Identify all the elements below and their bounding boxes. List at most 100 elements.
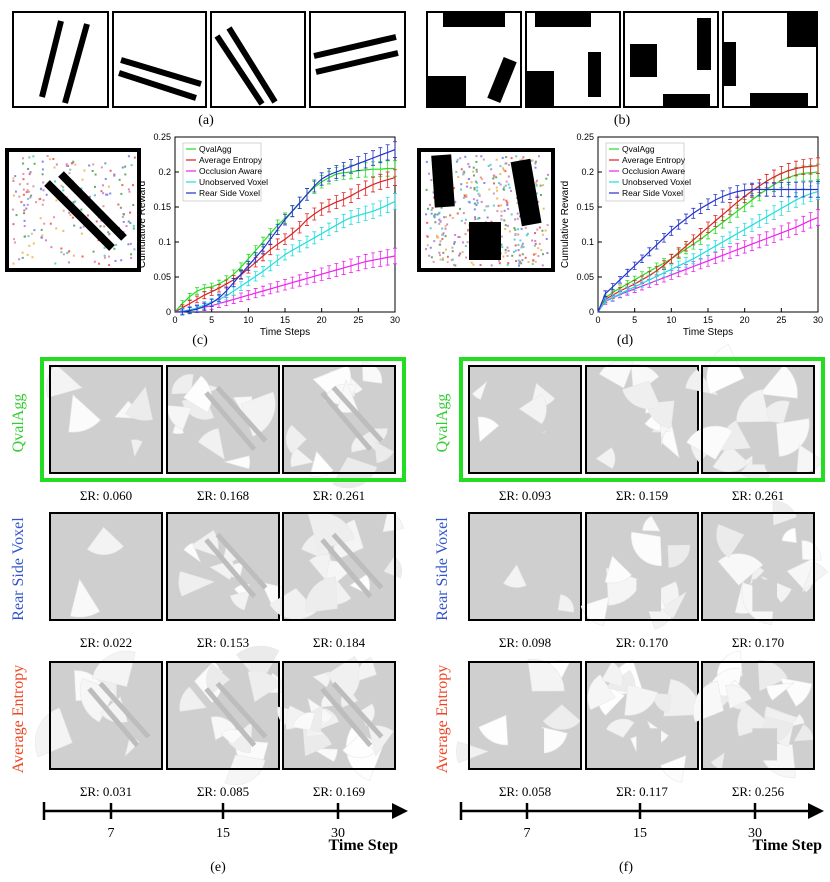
x-tick-label: 15 [703,315,713,325]
data-point-errorbar [786,181,791,198]
data-point-errorbar [209,287,214,296]
panel-f-observations: ΣR: 0.093 ΣR: 0.159 ΣR: 0.261 ΣR: 0.098 ΣR: … [456,343,828,799]
data-point-errorbar [371,176,375,193]
data-point-errorbar [356,156,361,171]
data-point-errorbar [268,233,273,245]
data-point-errorbar [698,228,703,240]
y-tick-label: 0.15 [576,202,594,212]
data-point-errorbar [275,238,280,250]
data-point-errorbar [757,182,762,197]
data-point-errorbar [246,290,251,301]
data-point-errorbar [187,293,192,301]
data-point-errorbar [728,187,732,200]
data-point-errorbar [684,240,688,252]
legend-entry: QvalAgg [199,144,232,154]
data-point-errorbar [371,252,375,268]
timeline-e-tick-30: 30 [331,826,345,841]
data-point-errorbar [385,196,390,213]
reward-label: ΣR: 0.022 [80,635,132,650]
data-point-errorbar [772,205,776,220]
data-point-errorbar [283,248,287,261]
y-tick-label: 0.2 [158,167,171,177]
data-point-errorbar [669,225,674,236]
method-label-rear-e: Rear Side Voxel [10,517,27,621]
data-point-errorbar [363,180,368,196]
y-tick-label: 0.1 [581,237,594,247]
panel-label-d: (d) [617,333,634,348]
data-point-errorbar [720,208,725,221]
data-point-errorbar [334,165,339,179]
observation-e-rear-step-2 [166,512,290,621]
data-point-errorbar [684,213,688,225]
data-point-errorbar [808,212,813,229]
data-point-errorbar [349,159,353,174]
legend-entry: Average Entropy [199,155,263,165]
data-point-errorbar [742,240,747,254]
reward-label: ΣR: 0.060 [80,488,132,503]
observation-e-avg-step-1 [34,650,163,770]
data-point-errorbar [297,240,302,253]
data-point-errorbar [283,278,287,291]
observation-e-avg-step-2 [166,645,286,785]
data-point-errorbar [378,200,383,217]
data-point-errorbar [319,227,324,241]
data-point-errorbar [319,202,324,216]
data-point-errorbar [253,252,258,263]
reward-label: ΣR: 0.058 [499,784,551,799]
data-point-errorbar [618,290,622,298]
data-point-errorbar [786,222,791,238]
observation-f-rear-step-3 [701,500,828,625]
data-point-errorbar [669,264,674,275]
reward-label: ΣR: 0.256 [732,784,785,799]
data-point-errorbar [720,190,725,203]
data-point-errorbar [757,214,762,228]
data-point-errorbar [319,172,324,186]
data-point-errorbar [393,141,397,158]
data-point-errorbar [779,201,784,216]
reward-label: ΣR: 0.261 [313,488,365,503]
data-point-errorbar [735,227,740,240]
data-point-errorbar [786,163,791,179]
data-point-errorbar [305,272,309,285]
observation-e-rear-step-1 [49,512,163,621]
data-point-errorbar [713,215,718,227]
scene-c [5,148,141,272]
panel-d: 0 5 10 15 20 25 30 0 0.05 0.1 0.15 0.2 0.25 Time Step… [417,132,823,348]
data-point-errorbar [713,252,718,264]
observation-e-qvalagg-step-1 [46,363,163,474]
data-point-errorbar [349,210,353,225]
data-point-errorbar [209,298,214,307]
data-point-errorbar [180,308,185,316]
data-point-errorbar [334,195,339,209]
qvalagg-highlight-frame [459,357,825,482]
data-point-errorbar [698,202,703,214]
timeline-f-label: Time Step [753,837,823,854]
reward-label: ΣR: 0.117 [616,784,668,799]
data-point-errorbar [268,260,273,272]
y-axis-label: Cumulative Reward [137,181,148,268]
y-tick-label: 0.1 [158,237,171,247]
x-tick-label: 5 [632,315,637,325]
data-point-errorbar [261,266,265,277]
data-point-errorbar [691,253,696,265]
observation-e-rear-step-3 [269,511,404,621]
panel-label-b: (b) [614,113,631,128]
data-point-errorbar [640,254,644,264]
data-point-errorbar [669,253,674,264]
data-point-errorbar [625,286,630,295]
data-point-errorbar [706,244,710,257]
data-point-errorbar [618,276,622,284]
env-b1 [426,11,522,108]
chart-d: 0 5 10 15 20 25 30 0 0.05 0.1 0.15 0.2 0.25 Time Step… [560,132,823,338]
data-point-errorbar [327,265,331,279]
data-point-errorbar [217,283,221,293]
data-point-errorbar [290,244,295,257]
data-point-errorbar [371,150,375,166]
data-point-errorbar [808,158,813,175]
data-point-errorbar [327,198,331,213]
data-point-errorbar [187,307,192,315]
observation-e-qvalagg-step-3 [282,361,396,489]
data-point-errorbar [676,260,681,271]
data-point-errorbar [640,279,644,288]
x-tick-label: 10 [243,315,253,325]
